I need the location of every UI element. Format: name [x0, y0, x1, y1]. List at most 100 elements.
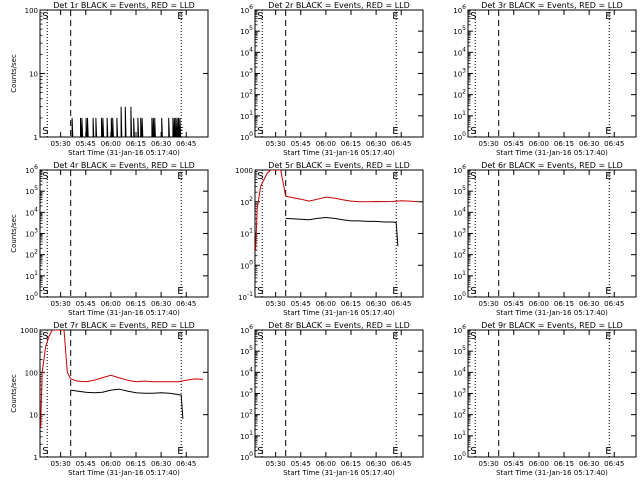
start-marker: S	[42, 126, 48, 137]
y-tick-label: 103	[453, 388, 466, 399]
x-tick-label: 06:00	[101, 300, 121, 308]
series-events-line	[70, 106, 182, 137]
x-tick-label: 06:15	[554, 300, 574, 308]
y-tick-label: 100	[453, 451, 466, 462]
x-tick-label: 06:15	[341, 460, 361, 468]
start-marker: S	[257, 11, 263, 22]
end-marker: E	[392, 331, 398, 342]
start-marker: S	[257, 446, 263, 457]
series-events-line	[70, 388, 184, 419]
panel-9: Det 9r BLACK = Events, RED = LLD 100 101 10…	[453, 321, 637, 477]
data-layer	[255, 170, 419, 251]
x-tick-label: 06:00	[101, 460, 121, 468]
x-tick-label: 06:30	[151, 460, 171, 468]
start-marker: S	[470, 171, 476, 182]
y-axis-label: Counts/sec	[10, 374, 18, 413]
y-tick-label: 100	[25, 7, 38, 15]
plot-frame	[254, 329, 424, 458]
start-marker: S	[42, 171, 48, 182]
x-tick-label: 05:30	[479, 140, 499, 148]
x-tick-label: 06:45	[604, 300, 624, 308]
y-tick-label: 101	[453, 270, 466, 281]
end-marker: E	[177, 286, 183, 297]
y-tick-label: 104	[25, 206, 38, 217]
y-tick-label: 106	[240, 324, 253, 335]
series-lld-line	[255, 170, 419, 251]
x-tick-label: 06:30	[151, 300, 171, 308]
data-layer	[70, 106, 182, 137]
x-axis-label: Start Time (31-Jan-16 05:17:40)	[283, 309, 395, 317]
panel-1: Det 1r BLACK = Events, RED = LLD 1 10 100 05…	[10, 1, 209, 157]
start-marker: S	[470, 446, 476, 457]
x-axis-label: Start Time (31-Jan-16 05:17:40)	[68, 469, 180, 477]
x-tick-label: 06:30	[366, 140, 386, 148]
x-tick-label: 05:30	[479, 460, 499, 468]
end-marker: E	[605, 11, 611, 22]
x-axis-label: Start Time (31-Jan-16 05:17:40)	[68, 309, 180, 317]
x-tick-label: 06:45	[391, 140, 411, 148]
y-tick-label: 105	[240, 25, 253, 36]
y-tick-label: 100	[240, 259, 253, 270]
y-tick-label: 10-1	[238, 291, 253, 302]
y-tick-label: 100	[240, 131, 253, 142]
end-marker: E	[392, 126, 398, 137]
y-tick-label: 1000	[235, 167, 253, 175]
x-tick-label: 06:45	[391, 460, 411, 468]
x-tick-label: 05:30	[266, 140, 286, 148]
y-tick-label: 105	[453, 185, 466, 196]
x-axis-label: Start Time (31-Jan-16 05:17:40)	[68, 149, 180, 157]
x-tick-label: 06:15	[126, 300, 146, 308]
y-tick-label: 100	[25, 369, 38, 377]
start-marker: S	[470, 331, 476, 342]
x-tick-label: 06:00	[101, 140, 121, 148]
end-marker: E	[605, 126, 611, 137]
y-tick-label: 1	[34, 454, 38, 462]
y-tick-label: 101	[240, 228, 253, 239]
panel-2: Det 2r BLACK = Events, RED = LLD 100 101 10…	[240, 1, 424, 157]
x-tick-label: 05:30	[51, 140, 71, 148]
end-marker: E	[392, 11, 398, 22]
y-tick-label: 106	[25, 164, 38, 175]
data-layer	[40, 330, 204, 428]
x-tick-label: 06:45	[604, 140, 624, 148]
x-tick-label: 05:30	[266, 300, 286, 308]
y-tick-label: 106	[453, 4, 466, 15]
start-marker: S	[470, 126, 476, 137]
x-tick-label: 06:30	[366, 460, 386, 468]
panel-7: Det 7r BLACK = Events, RED = LLD 1 10 100 10…	[10, 321, 209, 477]
y-tick-label: 1	[34, 134, 38, 142]
y-tick-label: 102	[240, 89, 253, 100]
x-tick-label: 06:15	[341, 140, 361, 148]
x-tick-label: 06:00	[316, 140, 336, 148]
x-tick-label: 06:45	[176, 140, 196, 148]
x-tick-label: 05:45	[291, 140, 311, 148]
x-tick-label: 06:15	[341, 300, 361, 308]
y-tick-label: 101	[453, 110, 466, 121]
end-marker: E	[392, 171, 398, 182]
y-axis-label: Counts/sec	[10, 54, 18, 93]
y-tick-label: 105	[240, 345, 253, 356]
series-lld-line	[40, 330, 204, 428]
y-tick-label: 105	[25, 185, 38, 196]
panel-4: Det 4r BLACK = Events, RED = LLD 100 101 10…	[10, 161, 209, 317]
y-tick-label: 102	[453, 249, 466, 260]
plot-frame	[467, 329, 637, 458]
y-tick-label: 1000	[20, 327, 38, 335]
y-tick-label: 105	[453, 345, 466, 356]
x-tick-label: 05:30	[51, 300, 71, 308]
y-tick-label: 105	[453, 25, 466, 36]
y-tick-label: 102	[25, 249, 38, 260]
end-marker: E	[177, 331, 183, 342]
end-marker: E	[605, 171, 611, 182]
y-tick-label: 102	[453, 409, 466, 420]
x-tick-label: 06:15	[554, 460, 574, 468]
x-tick-label: 06:00	[529, 300, 549, 308]
series-events-line	[285, 216, 399, 247]
y-tick-label: 100	[240, 451, 253, 462]
plot-frame	[254, 9, 424, 138]
panel-title: Det 7r BLACK = Events, RED = LLD	[53, 321, 195, 330]
panel-title: Det 3r BLACK = Events, RED = LLD	[481, 1, 623, 10]
x-axis-label: Start Time (31-Jan-16 05:17:40)	[496, 149, 608, 157]
y-tick-label: 104	[240, 366, 253, 377]
x-tick-label: 06:15	[554, 140, 574, 148]
